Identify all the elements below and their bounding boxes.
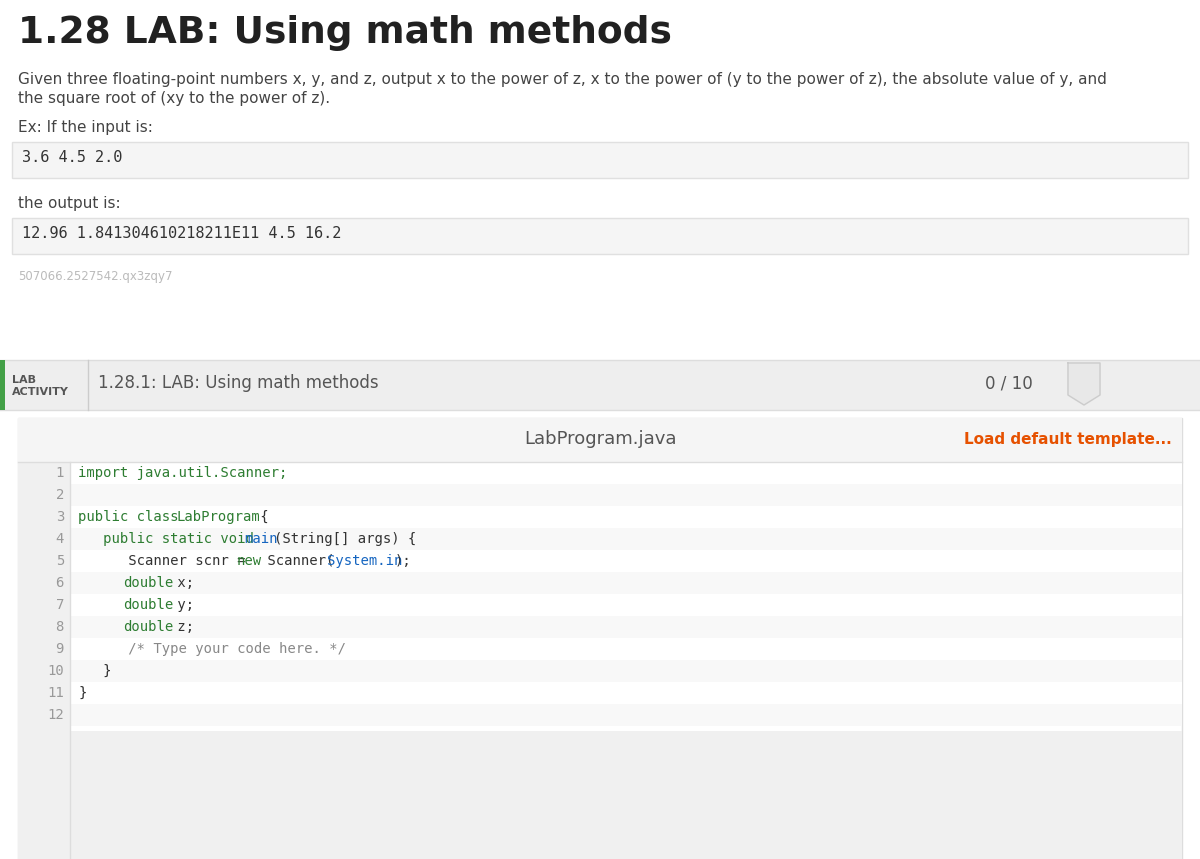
Text: 10: 10 — [47, 664, 64, 678]
Text: 8: 8 — [55, 620, 64, 634]
FancyBboxPatch shape — [0, 360, 1200, 410]
Text: 12: 12 — [47, 708, 64, 722]
Text: (String[] args) {: (String[] args) { — [275, 532, 416, 546]
FancyBboxPatch shape — [70, 572, 1182, 594]
FancyBboxPatch shape — [18, 418, 1182, 462]
Text: /* Type your code here. */: /* Type your code here. */ — [78, 642, 346, 656]
Text: the output is:: the output is: — [18, 196, 121, 211]
Text: public class: public class — [78, 510, 187, 524]
FancyBboxPatch shape — [18, 462, 70, 859]
Text: Scanner(: Scanner( — [259, 554, 335, 568]
FancyBboxPatch shape — [70, 616, 1182, 638]
Text: new: new — [236, 554, 262, 568]
Text: }: } — [78, 664, 112, 678]
Text: 0 / 10: 0 / 10 — [985, 374, 1033, 392]
FancyBboxPatch shape — [18, 418, 1182, 859]
FancyBboxPatch shape — [12, 142, 1188, 178]
FancyBboxPatch shape — [18, 731, 1182, 859]
Text: }: } — [78, 686, 86, 700]
Text: Load default template...: Load default template... — [965, 432, 1172, 447]
FancyBboxPatch shape — [70, 550, 1182, 572]
Text: LAB: LAB — [12, 375, 36, 385]
Text: 6: 6 — [55, 576, 64, 590]
FancyBboxPatch shape — [70, 528, 1182, 550]
FancyBboxPatch shape — [70, 638, 1182, 660]
Text: 11: 11 — [47, 686, 64, 700]
Text: import java.util.Scanner;: import java.util.Scanner; — [78, 466, 287, 480]
Text: 3.6 4.5 2.0: 3.6 4.5 2.0 — [22, 150, 122, 165]
Text: main: main — [244, 532, 277, 546]
Text: LabProgram.java: LabProgram.java — [523, 430, 677, 448]
Text: Given three floating-point numbers x, y, and z, output x to the power of z, x to: Given three floating-point numbers x, y,… — [18, 72, 1106, 87]
Text: 7: 7 — [55, 598, 64, 612]
Text: LabProgram: LabProgram — [176, 510, 260, 524]
Text: Scanner scnr =: Scanner scnr = — [78, 554, 254, 568]
Text: Ex: If the input is:: Ex: If the input is: — [18, 120, 152, 135]
Text: 2: 2 — [55, 488, 64, 502]
Text: 1: 1 — [55, 466, 64, 480]
FancyBboxPatch shape — [70, 660, 1182, 682]
Text: 9: 9 — [55, 642, 64, 656]
Text: {: { — [252, 510, 269, 524]
FancyBboxPatch shape — [0, 360, 5, 410]
FancyBboxPatch shape — [12, 218, 1188, 254]
Text: );: ); — [395, 554, 412, 568]
FancyBboxPatch shape — [70, 704, 1182, 726]
Text: public static void: public static void — [78, 532, 263, 546]
Polygon shape — [1068, 363, 1100, 405]
Text: ACTIVITY: ACTIVITY — [12, 387, 68, 397]
FancyBboxPatch shape — [70, 484, 1182, 506]
Text: 1.28.1: LAB: Using math methods: 1.28.1: LAB: Using math methods — [98, 374, 379, 392]
Text: System.in: System.in — [328, 554, 402, 568]
FancyBboxPatch shape — [70, 506, 1182, 528]
FancyBboxPatch shape — [70, 462, 1182, 484]
Text: 1.28 LAB: Using math methods: 1.28 LAB: Using math methods — [18, 15, 672, 51]
Text: x;: x; — [168, 576, 193, 590]
FancyBboxPatch shape — [70, 682, 1182, 704]
Text: z;: z; — [168, 620, 193, 634]
Text: the square root of (xy to the power of z).: the square root of (xy to the power of z… — [18, 91, 330, 106]
Text: 5: 5 — [55, 554, 64, 568]
Text: double: double — [124, 576, 174, 590]
Text: double: double — [124, 620, 174, 634]
Text: double: double — [124, 598, 174, 612]
Text: 4: 4 — [55, 532, 64, 546]
Text: 507066.2527542.qx3zqy7: 507066.2527542.qx3zqy7 — [18, 270, 173, 283]
Text: 3: 3 — [55, 510, 64, 524]
Text: 12.96 1.841304610218211E11 4.5 16.2: 12.96 1.841304610218211E11 4.5 16.2 — [22, 226, 341, 241]
Text: y;: y; — [168, 598, 193, 612]
FancyBboxPatch shape — [70, 594, 1182, 616]
